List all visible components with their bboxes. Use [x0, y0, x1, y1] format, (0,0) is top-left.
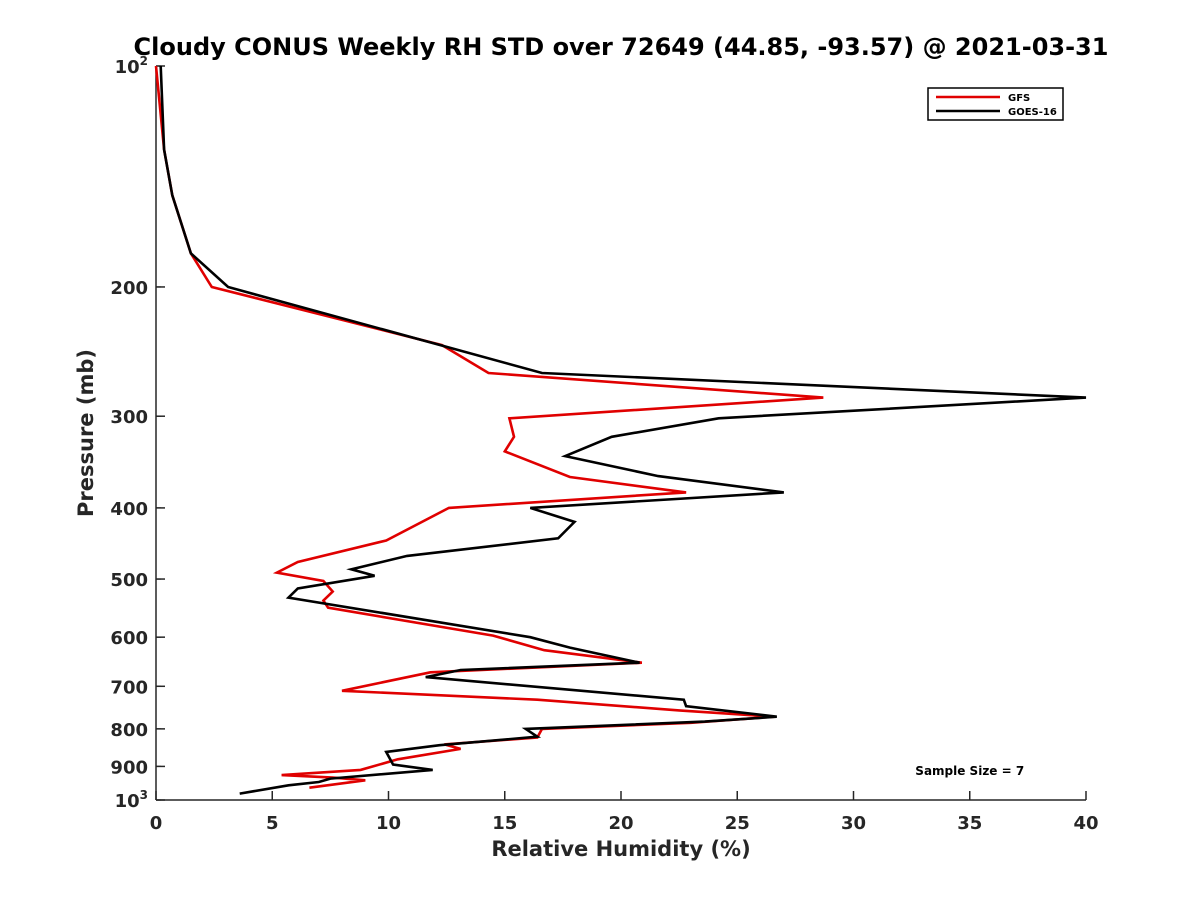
x-tick-label: 5 — [266, 813, 279, 834]
x-tick-label: 30 — [841, 813, 866, 834]
y-tick-label: 200 — [110, 278, 148, 299]
x-tick-label: 25 — [725, 813, 750, 834]
y-tick-label: 102 — [115, 54, 148, 78]
x-tick-label: 10 — [376, 813, 401, 834]
x-tick-label: 15 — [492, 813, 517, 834]
y-tick-label: 103 — [115, 788, 148, 812]
legend-entry-label: GOES-16 — [1008, 107, 1057, 118]
y-tick-label: 900 — [110, 757, 148, 778]
annotations: Sample Size = 7 — [915, 764, 1024, 778]
x-tick-label: 35 — [957, 813, 982, 834]
legend: GFS GOES-16 — [927, 87, 1064, 121]
legend-box — [927, 87, 1064, 121]
y-tick-label: 800 — [110, 720, 148, 741]
x-tick-label: 0 — [150, 813, 163, 834]
x-axis-label: Relative Humidity (%) — [491, 837, 750, 861]
y-tick-label: 400 — [110, 499, 148, 520]
y-axis-label: Pressure (mb) — [74, 349, 98, 517]
y-tick-label: 300 — [110, 407, 148, 428]
chart-title: Cloudy CONUS Weekly RH STD over 72649 (4… — [134, 33, 1109, 61]
y-tick-label: 600 — [110, 628, 148, 649]
series-layer — [154, 65, 1087, 795]
plot-axes: 0 5 10 15 20 25 30 35 40 102 200 300 400 500 600 700 800… — [110, 54, 1098, 834]
sample-size-annotation: Sample Size = 7 — [915, 764, 1024, 778]
series-line-goes-16 — [159, 65, 1087, 795]
x-tick-label: 20 — [608, 813, 633, 834]
x-tick-label: 40 — [1073, 813, 1098, 834]
y-tick-label: 700 — [110, 677, 148, 698]
y-tick-label: 500 — [110, 570, 148, 591]
legend-entry-label: GFS — [1008, 93, 1030, 104]
